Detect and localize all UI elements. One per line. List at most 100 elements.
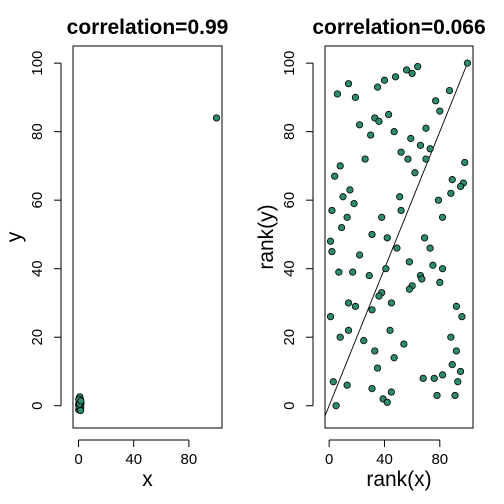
data-point — [375, 292, 383, 300]
data-point — [76, 406, 85, 415]
plot-frame — [72, 45, 223, 429]
x-axis-label: rank(x) — [366, 468, 431, 491]
data-point — [456, 182, 465, 191]
data-point — [452, 347, 461, 355]
x-tick-label: 80 — [431, 451, 448, 468]
x-axis-label: x — [142, 468, 153, 491]
data-point — [380, 76, 389, 84]
data-point — [373, 83, 382, 91]
data-point — [355, 251, 364, 259]
data-point — [368, 230, 376, 239]
data-point — [351, 93, 360, 101]
data-point — [387, 299, 395, 307]
x-tick-label: 40 — [376, 451, 393, 468]
y-tick-label: 20 — [281, 329, 298, 346]
y-tick-label: 0 — [281, 402, 298, 410]
data-point — [426, 145, 434, 153]
data-point — [418, 275, 426, 283]
data-point — [438, 371, 447, 379]
data-point — [331, 172, 339, 180]
data-point — [430, 374, 438, 382]
reference-line — [325, 62, 468, 417]
data-point — [351, 302, 360, 310]
data-point — [333, 90, 342, 98]
data-point — [426, 244, 434, 252]
data-point — [365, 271, 373, 280]
data-point — [343, 381, 351, 389]
data-point — [452, 302, 461, 310]
data-point — [456, 367, 465, 376]
data-point — [422, 155, 430, 163]
y-axis-label: rank(y) — [255, 204, 278, 269]
data-point — [339, 193, 347, 201]
data-point — [400, 340, 408, 348]
data-point — [454, 378, 462, 386]
data-point — [414, 62, 422, 71]
data-point — [396, 193, 404, 201]
data-point — [329, 378, 337, 386]
data-point — [367, 131, 375, 139]
data-point — [343, 213, 351, 221]
data-point — [390, 354, 398, 362]
y-tick-label: 60 — [281, 192, 298, 209]
data-point — [346, 186, 354, 194]
data-point — [385, 110, 393, 119]
data-point — [337, 223, 346, 232]
y-tick-label: 80 — [281, 123, 298, 140]
data-point — [408, 69, 416, 78]
data-point — [326, 313, 335, 321]
data-point — [397, 206, 405, 215]
data-point — [458, 313, 466, 321]
data-point — [416, 141, 425, 149]
data-point — [328, 247, 336, 256]
data-point — [447, 189, 455, 197]
data-point — [332, 402, 340, 410]
data-point — [344, 326, 353, 334]
data-point — [461, 158, 469, 167]
plot-area — [325, 59, 472, 417]
data-point — [405, 285, 413, 293]
y-tick-label: 100 — [281, 51, 298, 76]
data-point — [212, 114, 221, 122]
y-tick-label: 40 — [281, 260, 298, 277]
data-point — [326, 237, 335, 245]
y-tick-label: 20 — [29, 329, 46, 346]
data-point — [432, 97, 440, 105]
plot-area — [75, 114, 221, 415]
data-point — [344, 299, 353, 307]
data-point — [422, 124, 430, 132]
panel-2: correlation=0.066 0 40 80 0 20 40 60 80 100 rank(x… — [255, 16, 486, 491]
y-tick-label: 100 — [29, 51, 46, 76]
x-tick-label: 0 — [74, 451, 82, 468]
x-tick-label: 80 — [181, 451, 198, 468]
data-point — [371, 347, 379, 355]
data-point — [390, 128, 398, 136]
data-point — [393, 244, 401, 252]
plot-frame — [324, 45, 474, 429]
y-tick-label: 80 — [29, 123, 46, 140]
data-point — [438, 265, 447, 273]
data-point — [429, 261, 437, 269]
data-point — [336, 333, 344, 341]
y-tick-label: 60 — [29, 192, 46, 209]
data-point — [360, 337, 368, 345]
data-point — [350, 199, 358, 208]
data-point — [436, 278, 444, 286]
data-point — [373, 364, 382, 372]
data-point — [448, 361, 456, 369]
y-tick-label: 0 — [29, 402, 46, 410]
chart-title: correlation=0.99 — [67, 16, 229, 39]
data-point — [433, 391, 441, 400]
data-point — [448, 176, 456, 184]
data-point — [447, 333, 455, 341]
data-point — [378, 213, 386, 221]
data-point — [368, 306, 376, 314]
data-point — [375, 117, 383, 125]
y-tick-label: 40 — [29, 260, 46, 277]
data-point — [344, 80, 353, 88]
data-point — [361, 155, 369, 163]
data-point — [407, 134, 415, 143]
data-point — [391, 73, 400, 81]
data-point — [328, 206, 336, 215]
